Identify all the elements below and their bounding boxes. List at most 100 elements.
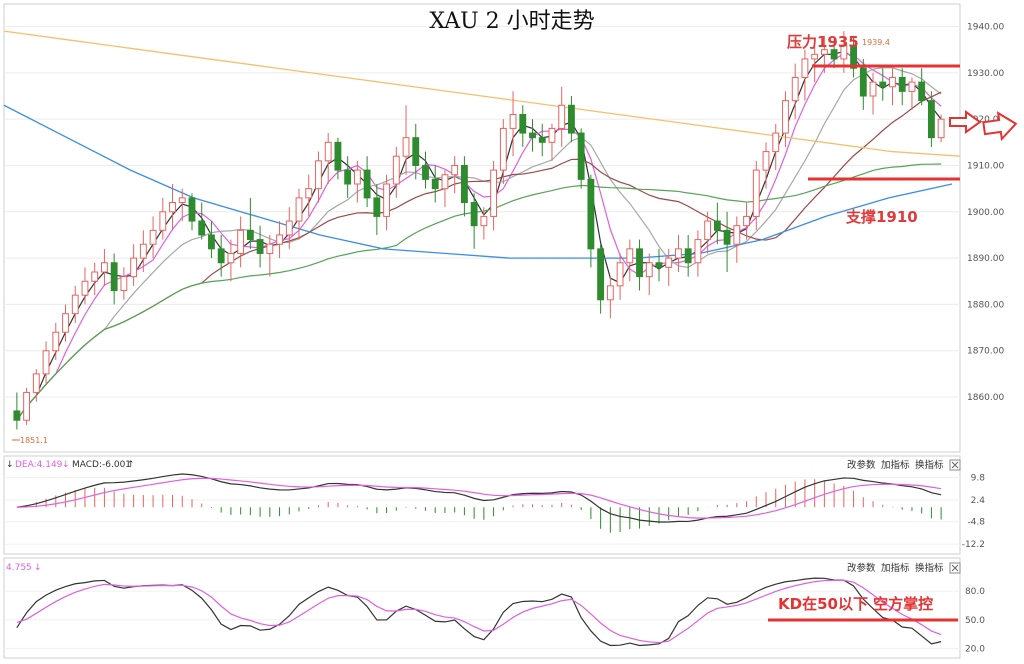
kd-add-indicator-button[interactable]: 加指标: [881, 562, 910, 574]
macd-lines: [16, 473, 942, 523]
candle-body: [597, 248, 605, 301]
candle-body: [568, 104, 575, 134]
macd-y-tick: 9.8: [971, 474, 986, 484]
candle-body: [237, 229, 245, 254]
macd-close-icon[interactable]: [949, 459, 961, 471]
candle-body: [13, 410, 21, 421]
kd-d-line: [16, 579, 942, 644]
candle-body: [315, 160, 322, 190]
candle-body: [655, 262, 663, 268]
candle-body: [499, 127, 507, 171]
candle-body: [704, 220, 712, 241]
candle-body: [606, 285, 614, 301]
candle-body: [256, 239, 264, 254]
candle-body: [110, 262, 118, 292]
candle-body: [577, 132, 585, 180]
candle-body: [626, 248, 634, 264]
candle-body: [830, 49, 838, 60]
ma-10-line: [16, 67, 942, 421]
candle-body: [344, 169, 352, 185]
candle-body: [402, 137, 410, 157]
candle-body: [636, 248, 643, 278]
candle-body: [762, 151, 770, 171]
main-y-tick: 1880.00: [967, 300, 1004, 310]
candle-body: [412, 137, 420, 166]
macd-axis: 9.8 2.4 -4.8 -12.2: [962, 474, 986, 550]
macd-dea-line: [16, 477, 942, 519]
candle-body: [898, 76, 906, 92]
candle-body: [470, 202, 478, 227]
candle-body: [782, 100, 789, 134]
resistance-label: 压力1935: [787, 33, 859, 51]
ma-long-blue-line: [3, 104, 953, 259]
candle-body: [519, 114, 527, 134]
candle-body: [723, 229, 731, 245]
kd-y-tick: 20.0: [965, 644, 985, 654]
macd-edit-params-button[interactable]: 改参数: [847, 459, 876, 471]
candle-body: [169, 202, 176, 213]
macd-legend-macd: MACD:-6.001: [72, 460, 131, 470]
candle-body: [285, 220, 293, 236]
candle-body: [373, 197, 381, 217]
candle-body: [694, 239, 702, 264]
macd-dif-line: [16, 473, 942, 523]
macd-add-indicator-button[interactable]: 加指标: [881, 459, 910, 471]
candle-body: [23, 391, 31, 421]
candle-body: [772, 132, 780, 153]
candle-body: [840, 44, 848, 60]
candle-body: [869, 81, 877, 97]
candle-body: [62, 313, 69, 333]
candle-body: [188, 197, 196, 222]
candle-body: [752, 169, 760, 217]
ma-long-orange-line: [3, 30, 961, 157]
candle-body: [149, 229, 157, 245]
candle-body: [548, 127, 556, 143]
candle-body: [509, 114, 517, 129]
candle-body: [850, 44, 857, 69]
macd-histogram: [26, 479, 942, 533]
kd-edit-params-button[interactable]: 改参数: [847, 562, 876, 574]
candle-body: [130, 257, 138, 278]
macd-legend-dea: DEA:4.149: [15, 460, 63, 470]
candle-body: [490, 169, 498, 217]
candle-body: [266, 243, 274, 254]
ma-5-line: [16, 52, 942, 421]
high-marker: 1939.4: [862, 38, 890, 47]
candlesticks: [13, 31, 945, 430]
candle-body: [198, 220, 206, 236]
candle-body: [460, 164, 468, 204]
candle-body: [42, 350, 50, 375]
kd-axis: 80.0 50.0 20.0: [965, 587, 985, 654]
candle-body: [227, 252, 235, 264]
candle-body: [178, 197, 186, 204]
candle-body: [538, 137, 546, 143]
kd-close-icon[interactable]: [949, 562, 961, 574]
candle-body: [801, 58, 809, 78]
candle-body: [529, 132, 536, 139]
candle-body: [81, 280, 89, 296]
macd-y-tick: -12.2: [962, 540, 985, 550]
macd-switch-indicator-button[interactable]: 换指标: [915, 459, 944, 471]
main-price-axis: 1940.00 1930.00 1920.00 1910.00 1900.00 1890.…: [967, 23, 1004, 404]
kd-legend-value: 4.755: [6, 563, 32, 573]
ma-40-line: [16, 163, 942, 421]
candle-body: [71, 294, 79, 315]
support-label: 支撑1910: [845, 208, 918, 226]
kd-switch-indicator-button[interactable]: 换指标: [915, 562, 944, 574]
macd-y-tick: -4.8: [967, 518, 985, 528]
candle-body: [927, 100, 935, 139]
candle-body: [120, 276, 128, 292]
macd-legend-arrow-icon: ↓: [6, 460, 14, 470]
candle-body: [353, 169, 361, 185]
candle-body: [431, 178, 439, 190]
main-y-tick: 1940.00: [967, 23, 1004, 33]
candle-body: [665, 257, 673, 268]
kd-y-tick: 50.0: [965, 616, 985, 626]
macd-grid: [4, 477, 960, 545]
candle-body: [811, 53, 819, 60]
candle-body: [889, 76, 896, 88]
candle-body: [645, 262, 653, 278]
kd-lines: [16, 577, 942, 647]
candle-body: [159, 211, 167, 231]
